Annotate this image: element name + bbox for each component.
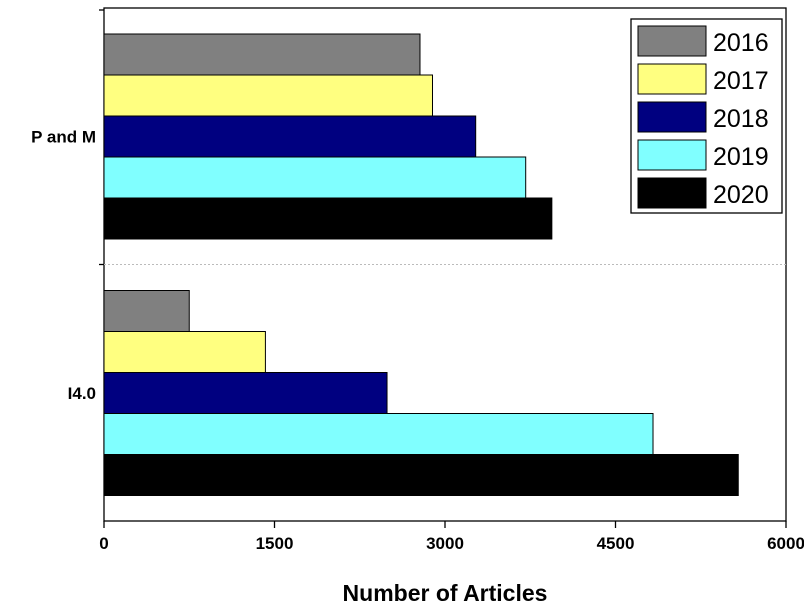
bar-2020-i4.0 xyxy=(103,454,739,496)
bar-2016-i4.0 xyxy=(103,290,190,332)
x-tick-label: 4500 xyxy=(597,534,635,553)
bar-2016-p-and-m xyxy=(103,33,421,76)
bar-2020-p-and-m xyxy=(103,197,553,240)
x-tick-label: 6000 xyxy=(767,534,804,553)
x-tick-label: 1500 xyxy=(256,534,294,553)
legend-swatch-2019 xyxy=(637,139,707,171)
x-tick-label: 0 xyxy=(99,534,108,553)
legend-label-2016: 2016 xyxy=(713,29,769,57)
legend-label-2020: 2020 xyxy=(713,181,769,209)
bar-2019-p-and-m xyxy=(103,156,527,199)
category-label: I4.0 xyxy=(68,384,96,403)
x-axis-title: Number of Articles xyxy=(343,580,548,606)
legend-label-2017: 2017 xyxy=(713,67,769,95)
legend-swatch-2016 xyxy=(637,25,707,57)
legend-label-2019: 2019 xyxy=(713,143,769,171)
x-axis-ticks: 0 1500 3000 4500 6000 xyxy=(99,521,804,553)
bar-2017-p-and-m xyxy=(103,74,433,117)
legend-swatch-2020 xyxy=(637,177,707,209)
category-label: P and M xyxy=(31,127,96,146)
bar-2018-i4.0 xyxy=(103,372,388,414)
bar-2019-i4.0 xyxy=(103,413,654,455)
legend: 2016 2017 2018 2019 2020 xyxy=(630,18,783,214)
bar-group xyxy=(103,33,739,496)
x-tick-label: 3000 xyxy=(426,534,464,553)
bar-2018-p-and-m xyxy=(103,115,477,158)
legend-label-2018: 2018 xyxy=(713,105,769,133)
legend-swatch-2018 xyxy=(637,101,707,133)
legend-swatch-2017 xyxy=(637,63,707,95)
y-axis-ticks: P and M I4.0 xyxy=(31,9,104,403)
bar-2017-i4.0 xyxy=(103,331,266,373)
